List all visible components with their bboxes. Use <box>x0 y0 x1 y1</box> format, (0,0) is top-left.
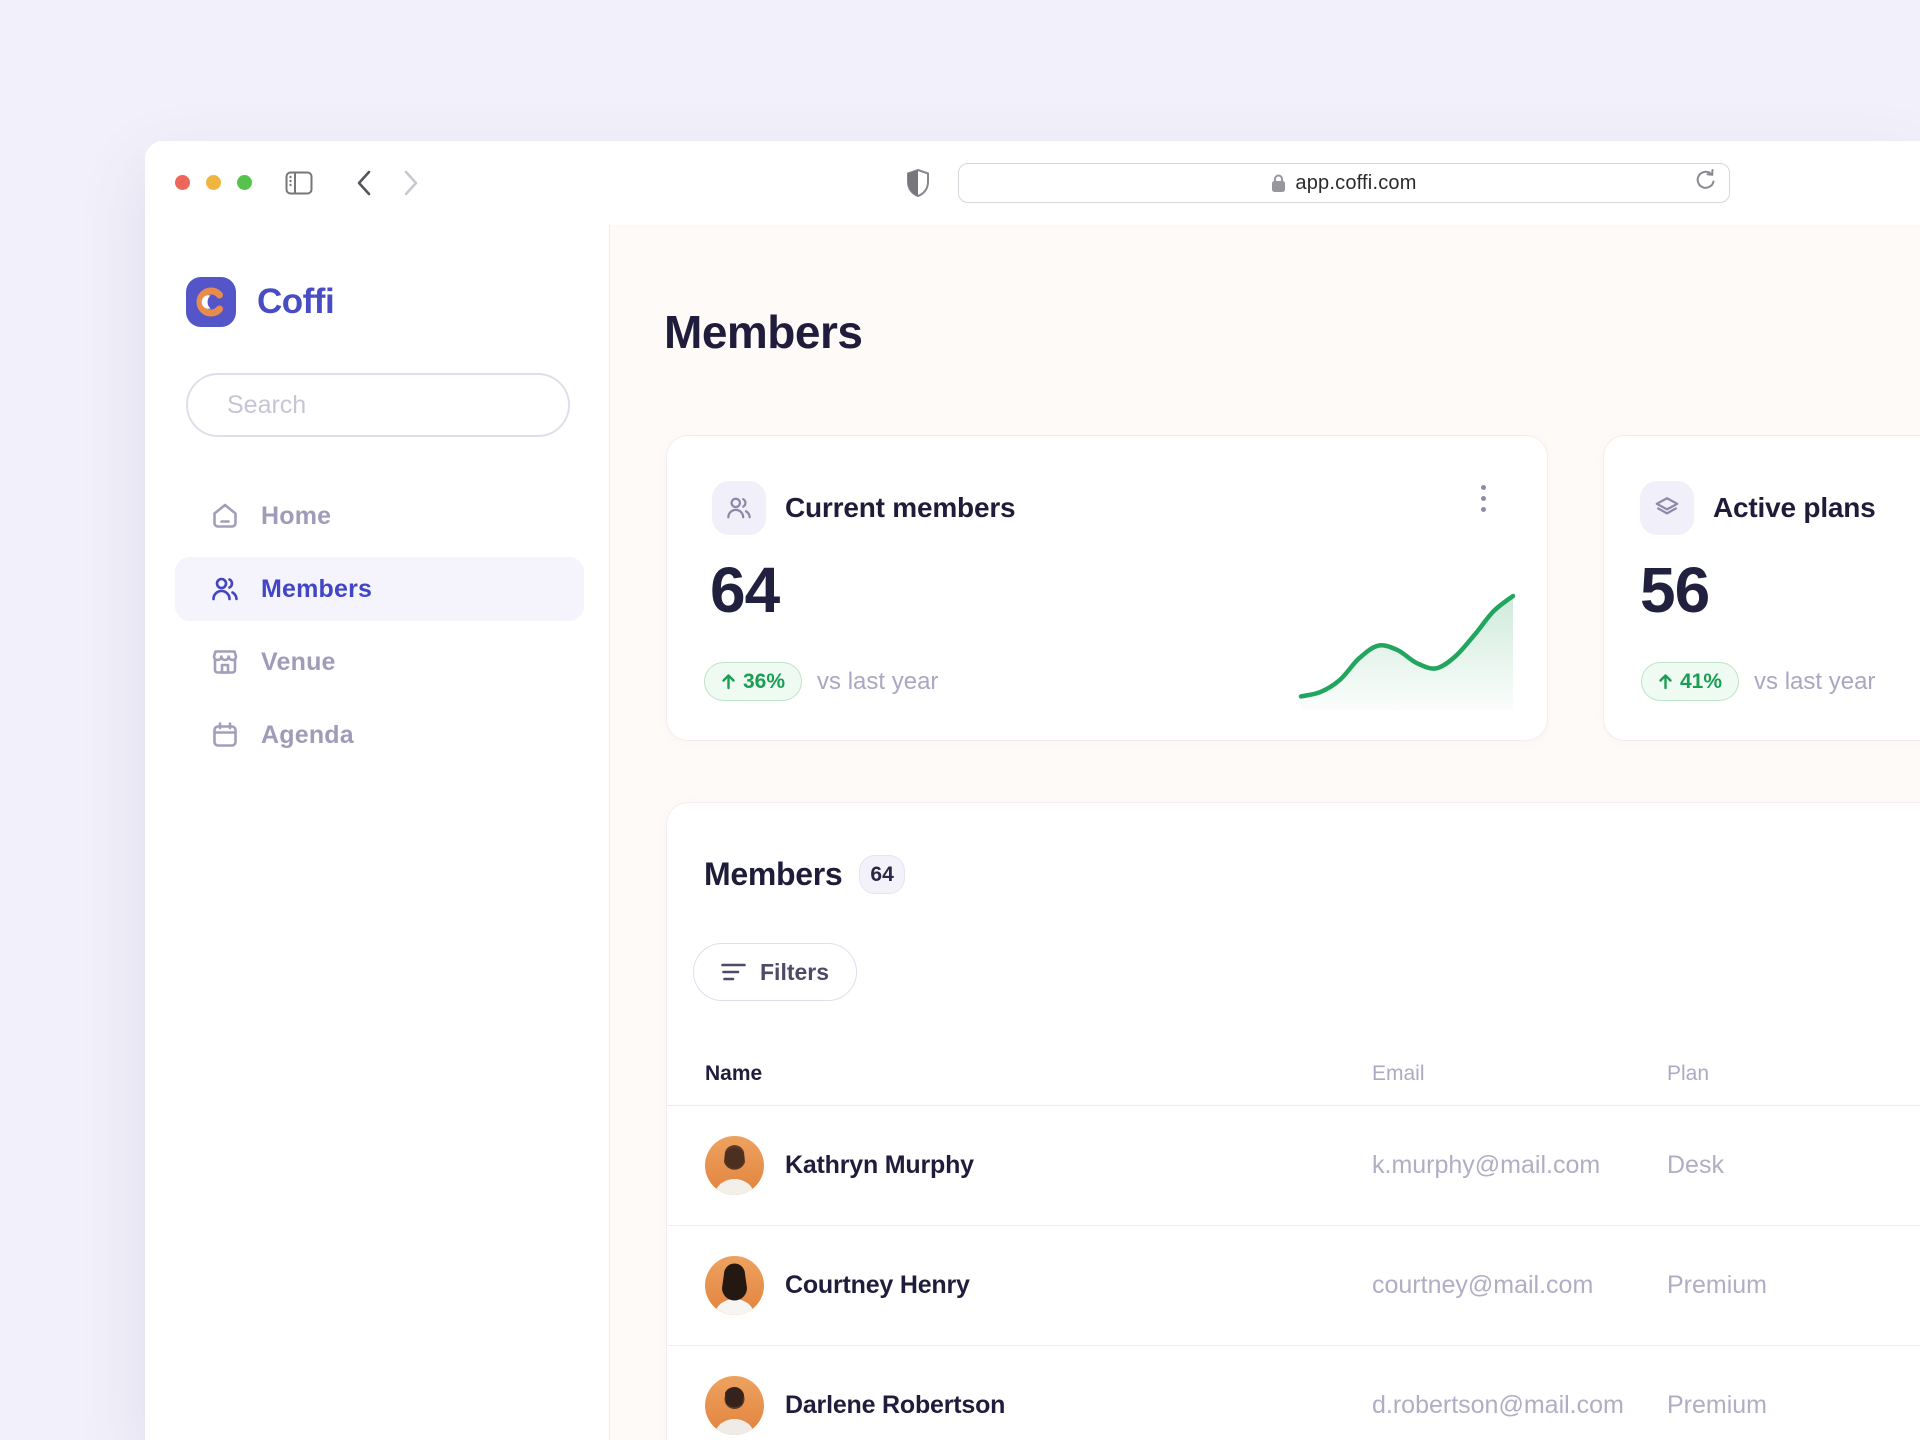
avatar <box>705 1376 764 1435</box>
brand-name: Coffi <box>257 282 335 321</box>
stat-value: 64 <box>710 554 780 626</box>
member-plan: Premium <box>1667 1391 1768 1419</box>
sidebar-nav: Home Members <box>175 484 584 776</box>
filters-label: Filters <box>760 958 830 985</box>
sidebar-item-members[interactable]: Members <box>175 557 584 621</box>
column-header-name: Name <box>705 1062 763 1085</box>
browser-window: app.coffi.com Coffi <box>145 141 1920 1440</box>
chevron-right-icon <box>404 170 418 196</box>
compare-label: vs last year <box>1754 667 1876 695</box>
arrow-up-icon <box>722 674 735 690</box>
member-email: d.robertson@mail.com <box>1372 1391 1624 1419</box>
member-plan: Premium <box>1667 1271 1768 1299</box>
minimize-button[interactable] <box>206 175 221 190</box>
people-icon <box>212 577 238 601</box>
delta-badge: 41% <box>1641 662 1740 701</box>
members-trend-sparkline <box>1298 593 1516 710</box>
calendar-icon <box>213 722 237 747</box>
members-section-title: Members <box>704 856 843 892</box>
member-name: Kathryn Murphy <box>785 1151 974 1179</box>
sidebar-item-agenda[interactable]: Agenda <box>175 703 584 767</box>
stat-card-current-members: Current members 64 36% vs last year <box>666 435 1548 741</box>
filters-button[interactable]: Filters <box>693 943 858 1001</box>
people-icon-badge <box>712 481 766 535</box>
layers-icon <box>1655 497 1679 515</box>
page-title: Members <box>664 306 863 358</box>
app-body: Coffi Home <box>145 225 1920 1440</box>
member-email: k.murphy@mail.com <box>1372 1151 1601 1179</box>
stat-card-active-plans: Active plans 56 41% vs last year <box>1603 435 1920 741</box>
sidebar-toggle-button[interactable] <box>279 163 319 203</box>
table-header-row: Name Email Plan <box>667 1043 1920 1106</box>
member-name: Courtney Henry <box>785 1271 970 1299</box>
layers-icon-badge <box>1640 481 1694 535</box>
browser-toolbar: app.coffi.com <box>145 141 1920 225</box>
storefront-icon <box>212 650 238 674</box>
lock-icon <box>1272 174 1286 192</box>
member-name: Darlene Robertson <box>785 1391 1006 1419</box>
main-content: Members Current members <box>610 225 1920 1440</box>
table-row[interactable]: Kathryn Murphy k.murphy@mail.com Desk <box>667 1106 1920 1226</box>
sidebar-item-label: Venue <box>261 647 336 676</box>
chevron-left-icon <box>357 170 371 196</box>
avatar <box>705 1136 764 1195</box>
search-input[interactable] <box>227 390 549 420</box>
table-row[interactable]: Courtney Henry courtney@mail.com Premium <box>667 1226 1920 1346</box>
brand: Coffi <box>186 277 335 327</box>
card-menu-button[interactable] <box>1465 474 1501 522</box>
members-table-card: Members 64 Filters Name Email Plan <box>666 802 1920 1440</box>
stat-card-title: Current members <box>785 492 1016 523</box>
reload-icon <box>1696 169 1715 189</box>
sidebar-toggle-icon <box>285 171 313 195</box>
search-box[interactable] <box>186 373 570 437</box>
sidebar-item-label: Home <box>261 501 332 530</box>
member-email: courtney@mail.com <box>1372 1271 1594 1299</box>
members-count-badge: 64 <box>859 855 905 894</box>
arrow-up-icon <box>1659 674 1672 690</box>
sidebar-item-venue[interactable]: Venue <box>175 630 584 694</box>
address-url: app.coffi.com <box>1295 171 1417 194</box>
close-button[interactable] <box>175 175 190 190</box>
shield-icon <box>907 169 929 197</box>
compare-label: vs last year <box>817 667 939 695</box>
home-icon <box>213 503 237 528</box>
fullscreen-button[interactable] <box>237 175 252 190</box>
stat-card-title: Active plans <box>1713 492 1876 523</box>
privacy-shield-button[interactable] <box>898 163 938 203</box>
avatar <box>705 1256 764 1315</box>
column-header-email: Email <box>1372 1062 1425 1085</box>
member-plan: Desk <box>1667 1151 1724 1179</box>
members-table: Name Email Plan <box>667 1043 1920 1440</box>
delta-badge: 36% <box>704 662 803 701</box>
people-icon <box>727 497 751 519</box>
table-row[interactable]: Darlene Robertson d.robertson@mail.com P… <box>667 1346 1920 1440</box>
sidebar-item-label: Members <box>261 574 373 603</box>
delta-value: 41% <box>1680 669 1723 693</box>
forward-button[interactable] <box>391 163 431 203</box>
address-bar[interactable]: app.coffi.com <box>958 163 1730 203</box>
coffi-logo-icon <box>186 277 236 327</box>
back-button[interactable] <box>344 163 384 203</box>
sidebar-item-home[interactable]: Home <box>175 484 584 548</box>
reload-button[interactable] <box>1695 169 1717 198</box>
delta-value: 36% <box>743 669 786 693</box>
stat-value: 56 <box>1640 554 1710 626</box>
sidebar: Coffi Home <box>145 225 610 1440</box>
column-header-plan: Plan <box>1667 1062 1710 1085</box>
sidebar-item-label: Agenda <box>261 720 354 749</box>
filter-icon <box>721 963 746 981</box>
